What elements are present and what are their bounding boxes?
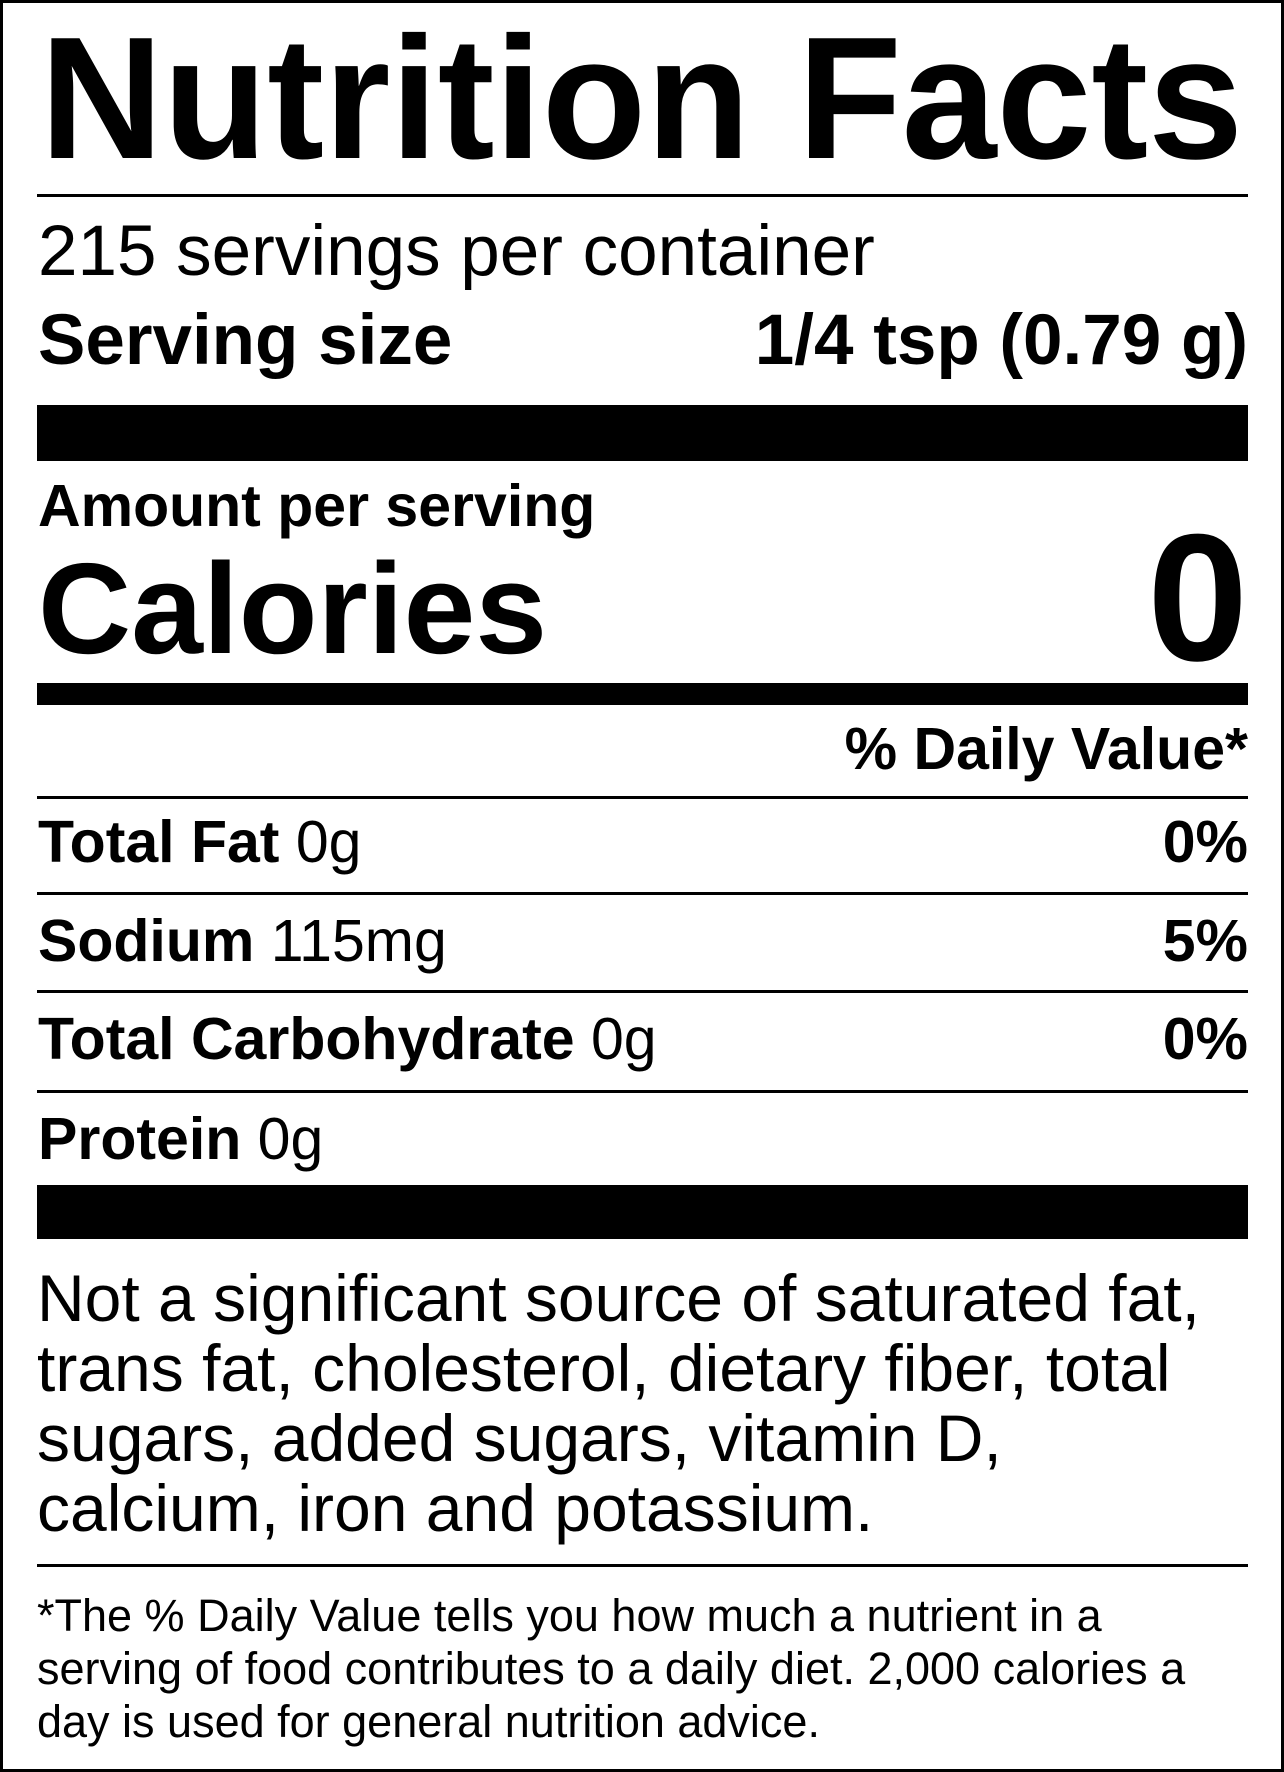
calories-value: 0: [1147, 497, 1248, 699]
daily-value-header: % Daily Value*: [845, 716, 1248, 782]
rule: [37, 1090, 1248, 1093]
note-box: Not a significant source of saturated fa…: [37, 1263, 1200, 1545]
serving-size-value: 1/4 tsp (0.79 g): [755, 301, 1248, 380]
servings: 215 servings per container: [38, 212, 875, 291]
medium-bar: [37, 683, 1248, 705]
rule: [37, 796, 1248, 799]
nutrient-rows: Total Fat 0g 0% Sodium 115mg 5% Total Carboh…: [37, 796, 1248, 1172]
rule: [37, 990, 1248, 993]
rule: [37, 1564, 1248, 1567]
nutrient-name: Total Fat: [38, 809, 279, 875]
thick-bar: [37, 405, 1248, 461]
thick-bar: [37, 1185, 1248, 1239]
nutrient-amount: 0g: [591, 1006, 657, 1072]
nutrient-dv: 0%: [1163, 809, 1248, 875]
nutrient-name: Sodium: [38, 908, 254, 974]
nutrient-line: Protein 0g: [38, 1106, 323, 1172]
nutrient-amount: 0g: [296, 809, 362, 875]
calories-label: Calories: [38, 537, 547, 681]
rule: [37, 194, 1248, 197]
nutrient-line: Sodium 115mg: [38, 908, 447, 974]
rule: [37, 892, 1248, 895]
title: Nutrition Facts: [40, 0, 1243, 195]
amount-per-serving: Amount per serving: [38, 473, 595, 539]
nutrient-name: Protein: [38, 1106, 241, 1172]
note: Not a significant source of saturated fa…: [37, 1263, 1200, 1545]
nutrient-amount: 0g: [258, 1106, 324, 1172]
footnote-box: *The % Daily Value tells you how much a …: [37, 1590, 1186, 1747]
nutrient-dv: 0%: [1163, 1006, 1248, 1072]
nutrient-line: Total Fat 0g: [38, 809, 362, 875]
nutrient-amount: 115mg: [271, 908, 447, 974]
serving-size-label: Serving size: [38, 301, 452, 380]
footnote: *The % Daily Value tells you how much a …: [37, 1590, 1186, 1747]
nutrient-dv: 5%: [1163, 908, 1248, 974]
nutrient-name: Total Carbohydrate: [38, 1006, 575, 1072]
nutrient-line: Total Carbohydrate 0g: [38, 1006, 657, 1072]
